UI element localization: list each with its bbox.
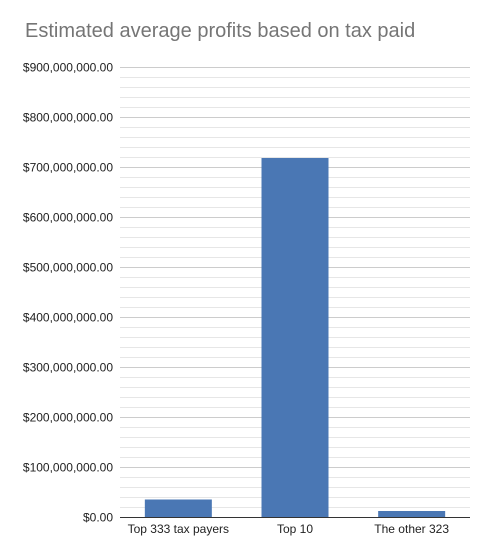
y-tick-label: $100,000,000.00 — [23, 461, 113, 475]
y-tick-label: $200,000,000.00 — [23, 411, 113, 425]
x-tick-label: The other 323 — [374, 522, 449, 536]
bars — [144, 158, 446, 517]
x-tick-label: Top 333 tax payers — [128, 522, 229, 536]
x-tick-label: Top 10 — [277, 522, 313, 536]
bar — [261, 158, 329, 517]
y-tick-label: $700,000,000.00 — [23, 161, 113, 175]
bar — [378, 511, 446, 517]
y-tick-label: $0.00 — [83, 511, 113, 525]
bar — [144, 499, 212, 517]
y-tick-label: $900,000,000.00 — [23, 61, 113, 75]
y-tick-label: $800,000,000.00 — [23, 111, 113, 125]
x-axis-ticks: Top 333 tax payers Top 10 The other 323 — [128, 522, 450, 536]
y-tick-label: $600,000,000.00 — [23, 211, 113, 225]
y-tick-label: $300,000,000.00 — [23, 361, 113, 375]
chart-title: Estimated average profits based on tax p… — [25, 20, 416, 42]
y-tick-label: $500,000,000.00 — [23, 261, 113, 275]
y-tick-label: $400,000,000.00 — [23, 311, 113, 325]
y-axis-ticks: $0.00 $100,000,000.00 $200,000,000.00 $300,… — [23, 61, 113, 525]
